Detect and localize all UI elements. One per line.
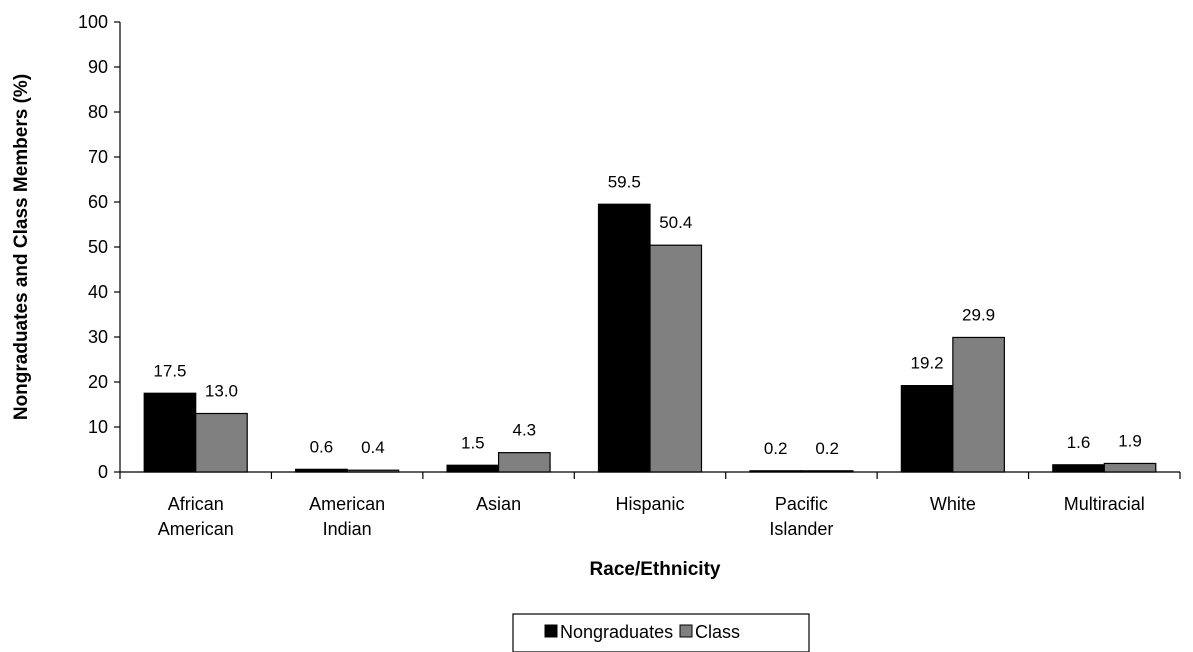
y-axis-title-group: Nongraduates and Class Members (%)	[11, 74, 32, 420]
x-tick-label: American	[158, 519, 234, 539]
legend-box	[512, 613, 810, 652]
x-tick-label: Asian	[476, 494, 521, 514]
y-tick-label: 70	[88, 147, 108, 167]
x-tick-label: African	[168, 494, 224, 514]
y-tick-label: 10	[88, 417, 108, 437]
plot-area: 0 10 20 30 40 50 60 70 80 90 100 17.5 13.0 African Ame…	[78, 12, 1181, 539]
data-label: 0.2	[815, 439, 839, 458]
data-label: 1.6	[1067, 433, 1091, 452]
bar-class	[346, 469, 400, 473]
y-tick-label: 0	[98, 462, 108, 482]
y-tick-label: 50	[88, 237, 108, 257]
bar-class	[800, 470, 854, 473]
bar-class	[649, 244, 703, 473]
y-tick-label: 20	[88, 372, 108, 392]
bar-nongraduates	[1052, 464, 1105, 473]
data-label: 0.4	[361, 438, 385, 457]
data-label: 0.2	[764, 439, 788, 458]
bar-nongraduates	[446, 464, 500, 473]
bar-class	[195, 412, 248, 473]
y-tick-label: 80	[88, 102, 108, 122]
bar-class	[1103, 462, 1157, 473]
bar-nongraduates	[900, 385, 954, 473]
y-tick-label: 30	[88, 327, 108, 347]
legend-label-nongraduates: Nongraduates	[560, 622, 673, 642]
legend: Nongraduates Class	[512, 613, 810, 652]
data-label: 17.5	[153, 361, 186, 380]
y-tick-label: 40	[88, 282, 108, 302]
x-axis-title: Race/Ethnicity	[590, 559, 721, 580]
y-tick-label: 100	[78, 12, 108, 32]
data-label: 4.3	[513, 421, 537, 440]
x-tick-label: Indian	[323, 519, 372, 539]
y-tick-label: 90	[88, 57, 108, 77]
legend-swatch-nongraduates	[544, 624, 558, 638]
bar-class	[952, 336, 1005, 473]
bar-nongraduates	[749, 470, 803, 473]
bar-nongraduates	[295, 468, 348, 473]
legend-label-class: Class	[695, 622, 740, 642]
data-label: 50.4	[659, 213, 692, 232]
x-tick-label: White	[930, 494, 976, 514]
y-tick-label: 60	[88, 192, 108, 212]
data-label: 19.2	[911, 354, 944, 373]
data-label: 13.0	[205, 382, 238, 401]
data-label: 1.5	[461, 433, 485, 452]
data-label: 29.9	[962, 305, 995, 324]
data-label: 59.5	[608, 172, 641, 191]
data-label: 0.6	[310, 437, 334, 456]
y-axis-title: Nongraduates and Class Members (%)	[11, 74, 32, 420]
x-tick-label: Hispanic	[615, 494, 684, 514]
data-label: 1.9	[1118, 431, 1142, 450]
x-tick-label: American	[309, 494, 385, 514]
x-tick-label: Multiracial	[1064, 494, 1145, 514]
legend-swatch-class	[679, 624, 693, 638]
x-tick-label: Pacific	[775, 494, 828, 514]
bar-nongraduates	[597, 203, 651, 473]
x-tick-label: Islander	[769, 519, 833, 539]
bar-nongraduates	[143, 392, 197, 473]
bar-class	[497, 452, 551, 473]
